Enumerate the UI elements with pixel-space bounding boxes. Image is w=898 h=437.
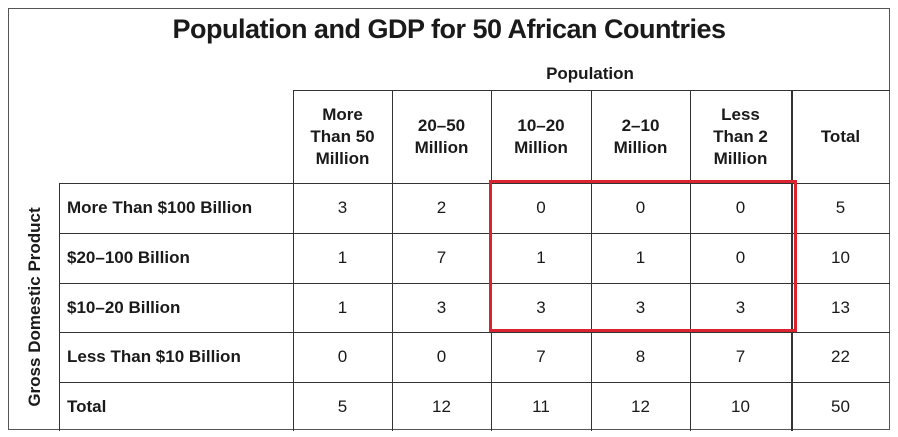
- table-cell: 0: [735, 248, 746, 267]
- table-cell: 7: [536, 347, 546, 366]
- highlight-box: [489, 180, 797, 332]
- gdp-axis-label-box: Gross Domestic Product: [10, 183, 60, 431]
- column-header: 10–20 Million: [491, 90, 591, 183]
- row-header: $20–100 Billion: [67, 248, 190, 267]
- table-cell: 1: [337, 297, 348, 317]
- row-header: Total: [67, 396, 107, 416]
- header-column-rule: [293, 90, 294, 183]
- body-column-rule: [791, 183, 793, 431]
- column-header: Total: [791, 90, 890, 183]
- gdp-axis-label: Gross Domestic Product: [25, 207, 44, 407]
- table-cell: 22: [831, 347, 850, 366]
- column-header-line: 2–10: [621, 115, 660, 135]
- table-cell: 10: [731, 396, 750, 416]
- body-column-rule: [293, 183, 294, 431]
- header-column-rule: [392, 90, 393, 183]
- table-cell: 10: [831, 248, 850, 267]
- column-header: 2–10 Million: [591, 90, 690, 183]
- table-cell: 2: [436, 198, 447, 217]
- column-header-line: Million: [713, 148, 768, 168]
- table-cell: 50: [831, 396, 850, 416]
- body-column-rule: [690, 183, 691, 431]
- header-column-rule: [791, 90, 793, 183]
- table-cell: 11: [532, 396, 550, 416]
- table-cell: 1: [635, 248, 646, 267]
- table-cell: 3: [337, 198, 348, 217]
- column-header-line: Million: [414, 137, 469, 157]
- header-column-rule: [491, 90, 492, 183]
- column-header-line: Less: [721, 104, 760, 124]
- table-cell: 13: [831, 297, 850, 317]
- row-header-left-rule: [59, 183, 60, 431]
- row-header: Less Than $10 Billion: [67, 347, 241, 366]
- column-header: Less Than 2 Million: [690, 90, 791, 183]
- table-cell: 1: [337, 248, 348, 267]
- row-header: More Than $100 Billion: [67, 198, 253, 217]
- column-header-line: Million: [315, 148, 370, 168]
- table-cell: 0: [735, 198, 746, 217]
- population-axis-label: Population: [546, 64, 634, 83]
- column-header-line: Million: [613, 137, 668, 157]
- row-rule: [59, 283, 890, 284]
- row-header: $10–20 Billion: [67, 297, 181, 317]
- header-column-rule: [591, 90, 592, 183]
- row-rule: [59, 233, 890, 234]
- table-cell: 3: [536, 297, 546, 317]
- row-rule: [59, 183, 890, 184]
- body-column-rule: [591, 183, 592, 431]
- column-header-line: More: [322, 104, 363, 124]
- table-cell: 12: [631, 396, 650, 416]
- table-cell: 3: [436, 297, 447, 317]
- table-cell: 7: [735, 347, 746, 366]
- table-cell: 8: [635, 347, 646, 366]
- table-cell: 3: [635, 297, 646, 317]
- table-cell: 1: [536, 248, 546, 267]
- column-header-line: Than 2: [713, 126, 768, 146]
- table-cell: 7: [436, 248, 447, 267]
- table-cell: 12: [432, 396, 451, 416]
- column-header: More Than 50 Million: [293, 90, 392, 183]
- table-cell: 5: [835, 198, 846, 217]
- table-cell: 5: [337, 396, 348, 416]
- column-header-line: Million: [514, 137, 568, 157]
- body-column-rule: [392, 183, 393, 431]
- column-header-line: Total: [820, 126, 861, 146]
- table-cell: 0: [337, 347, 348, 366]
- table-cell: 0: [536, 198, 546, 217]
- table-cell: 3: [735, 297, 746, 317]
- column-header: 20–50 Million: [392, 90, 491, 183]
- header-column-rule: [690, 90, 691, 183]
- column-header-line: 10–20: [517, 115, 565, 135]
- column-header-line: Than 50: [310, 126, 375, 146]
- row-rule: [59, 382, 890, 383]
- column-header-line: 20–50: [417, 115, 466, 135]
- table-frame: [8, 8, 890, 430]
- table-cell: 0: [635, 198, 646, 217]
- table-cell: 0: [436, 347, 447, 366]
- row-rule: [59, 332, 890, 333]
- table-title: Population and GDP for 50 African Countr…: [172, 14, 726, 44]
